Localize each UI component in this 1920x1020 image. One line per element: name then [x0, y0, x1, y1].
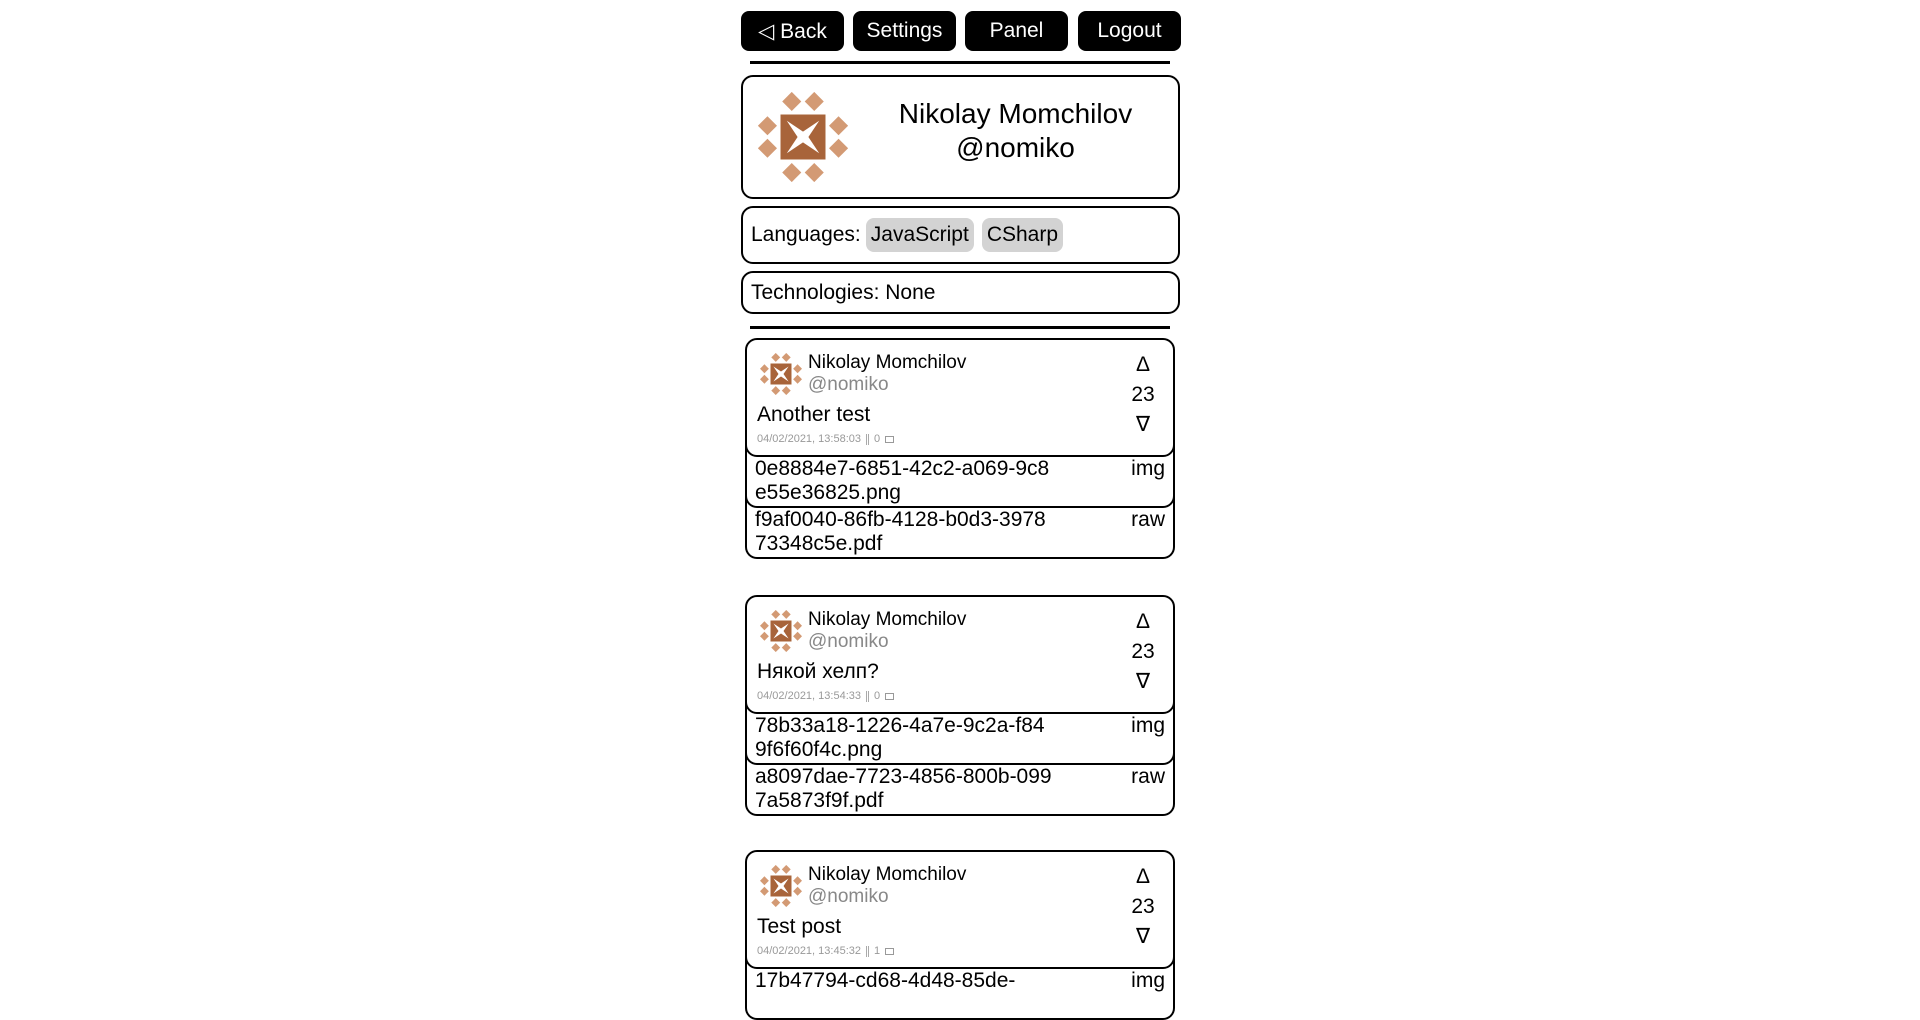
post-author-handle: @nomiko [808, 631, 889, 652]
attachment-name[interactable]: 78b33a18-1226-4a7e-9c2a-f849f6f60f4c.png [755, 714, 1045, 761]
divider [750, 61, 1170, 64]
upvote-button[interactable]: Δ [1135, 865, 1151, 888]
post-text: Test post [757, 915, 842, 938]
attachment-name[interactable]: 0e8884e7-6851-42c2-a069-9c8e55e36825.png [755, 457, 1050, 504]
post-text: Another test [757, 403, 871, 426]
upvote-button[interactable]: Δ [1135, 353, 1151, 376]
post-author-handle: @nomiko [808, 374, 889, 395]
post-author-name: Nikolay Momchilov [808, 864, 967, 885]
attachment-name[interactable]: a8097dae-7723-4856-800b-0997a5873f9f.pdf [755, 765, 1052, 812]
upvote-button[interactable]: Δ [1135, 610, 1151, 633]
attachment-type: img [1131, 714, 1165, 737]
separator [865, 945, 869, 957]
post-author-name: Nikolay Momchilov [808, 609, 967, 630]
separator [865, 690, 869, 702]
post-meta: 04/02/2021, 13:45:32 1 [757, 945, 895, 957]
languages-label: Languages: [751, 223, 861, 246]
logout-button[interactable]: Logout [1078, 11, 1181, 51]
avatar [760, 353, 802, 395]
post-meta: 04/02/2021, 13:54:33 0 [757, 690, 895, 702]
post: Nikolay Momchilov @nomiko Another test 0… [745, 338, 1175, 559]
back-button[interactable]: ◁ Back [741, 11, 844, 51]
post-header[interactable]: Nikolay Momchilov @nomiko Another test 0… [745, 338, 1175, 457]
attachment-name[interactable]: f9af0040-86fb-4128-b0d3-397873348c5e.pdf [755, 508, 1046, 555]
language-tag[interactable]: JavaScript [865, 218, 974, 252]
profile-name: Nikolay Momchilov [898, 98, 1133, 129]
vote-count: 23 [1131, 383, 1155, 406]
downvote-button[interactable]: ∇ [1135, 670, 1151, 693]
comment-icon [885, 435, 895, 443]
comment-icon [885, 692, 895, 700]
vote-count: 23 [1131, 640, 1155, 663]
post-date: 04/02/2021, 13:54:33 [757, 690, 861, 702]
profile-handle: @nomiko [956, 132, 1075, 163]
top-nav: ◁ Back Settings Panel Logout [741, 11, 1181, 51]
downvote-button[interactable]: ∇ [1135, 413, 1151, 436]
post: Nikolay Momchilov @nomiko Някой хелп? 04… [745, 595, 1175, 816]
avatar [758, 92, 848, 182]
vote-widget: Δ 23 ∇ [1123, 862, 1163, 952]
comment-count: 1 [873, 945, 881, 957]
technologies-label: Technologies: None [751, 280, 936, 304]
post-header[interactable]: Nikolay Momchilov @nomiko Test post 04/0… [745, 850, 1175, 969]
post-author-name: Nikolay Momchilov [808, 352, 967, 373]
comment-count: 0 [873, 433, 881, 445]
post-text: Някой хелп? [757, 660, 879, 683]
downvote-button[interactable]: ∇ [1135, 925, 1151, 948]
vote-widget: Δ 23 ∇ [1123, 350, 1163, 440]
post: Nikolay Momchilov @nomiko Test post 04/0… [745, 850, 1175, 1020]
post-author-handle: @nomiko [808, 886, 889, 907]
separator [865, 433, 869, 445]
language-tag[interactable]: CSharp [981, 218, 1064, 252]
post-date: 04/02/2021, 13:45:32 [757, 945, 861, 957]
attachment-name[interactable]: 17b47794-cd68-4d48-85de- [755, 969, 1016, 992]
panel-button[interactable]: Panel [965, 11, 1068, 51]
divider [750, 326, 1170, 329]
attachment-type: img [1131, 457, 1165, 480]
comment-icon [885, 947, 895, 955]
settings-button[interactable]: Settings [853, 11, 956, 51]
languages-card: Languages: JavaScript CSharp [741, 206, 1180, 264]
comment-count: 0 [873, 690, 881, 702]
vote-widget: Δ 23 ∇ [1123, 607, 1163, 697]
profile-card: Nikolay Momchilov @nomiko [741, 75, 1180, 199]
attachment-type: raw [1131, 508, 1165, 531]
post-meta: 04/02/2021, 13:58:03 0 [757, 433, 895, 445]
attachment-type: img [1131, 969, 1165, 992]
technologies-card: Technologies: None [741, 271, 1180, 314]
avatar [760, 865, 802, 907]
attachment-type: raw [1131, 765, 1165, 788]
post-date: 04/02/2021, 13:58:03 [757, 433, 861, 445]
post-header[interactable]: Nikolay Momchilov @nomiko Някой хелп? 04… [745, 595, 1175, 714]
avatar [760, 610, 802, 652]
vote-count: 23 [1131, 895, 1155, 918]
